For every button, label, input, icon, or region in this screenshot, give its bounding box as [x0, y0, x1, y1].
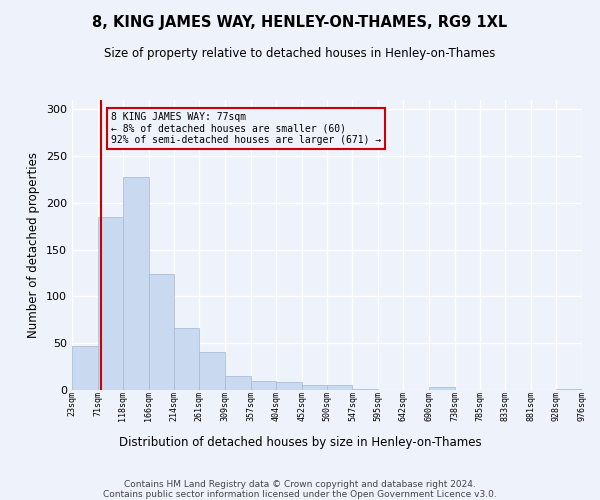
Text: 8 KING JAMES WAY: 77sqm
← 8% of detached houses are smaller (60)
92% of semi-det: 8 KING JAMES WAY: 77sqm ← 8% of detached…: [110, 112, 381, 146]
Bar: [72, 346, 98, 390]
Bar: [276, 382, 302, 390]
Text: Contains HM Land Registry data © Crown copyright and database right 2024.
Contai: Contains HM Land Registry data © Crown c…: [103, 480, 497, 500]
Bar: [352, 389, 378, 390]
Bar: [225, 376, 251, 390]
Bar: [123, 176, 149, 390]
Bar: [327, 386, 352, 390]
Text: 8, KING JAMES WAY, HENLEY-ON-THAMES, RG9 1XL: 8, KING JAMES WAY, HENLEY-ON-THAMES, RG9…: [92, 15, 508, 30]
Text: Distribution of detached houses by size in Henley-on-Thames: Distribution of detached houses by size …: [119, 436, 481, 449]
Bar: [302, 386, 327, 390]
Bar: [199, 352, 225, 390]
Bar: [174, 328, 199, 390]
Bar: [251, 380, 276, 390]
Bar: [429, 387, 455, 390]
Y-axis label: Number of detached properties: Number of detached properties: [28, 152, 40, 338]
Bar: [149, 274, 174, 390]
Bar: [556, 389, 582, 390]
Bar: [98, 217, 123, 390]
Text: Size of property relative to detached houses in Henley-on-Thames: Size of property relative to detached ho…: [104, 48, 496, 60]
